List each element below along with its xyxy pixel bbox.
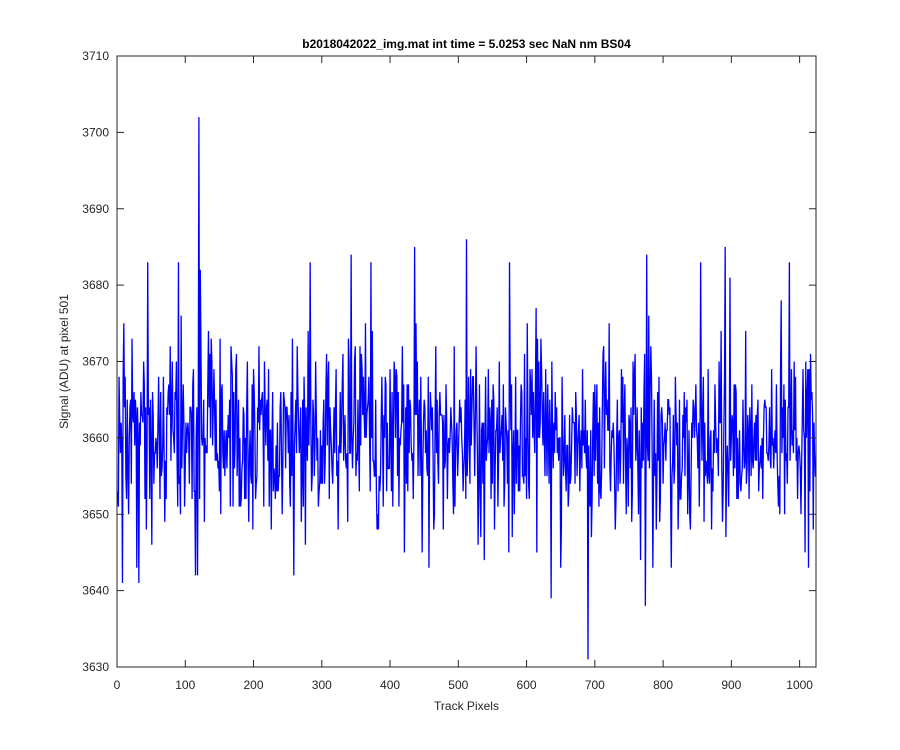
x-tick-label: 300: [312, 678, 332, 692]
y-axis-label: Signal (ADU) at pixel 501: [57, 294, 71, 429]
series-layer: [117, 117, 816, 660]
x-tick-label: 100: [175, 678, 195, 692]
y-tick-label: 3710: [82, 49, 109, 63]
x-tick-label: 1000: [786, 678, 813, 692]
y-tick-label: 3660: [82, 431, 109, 445]
ticks-layer: 0 100 200 300 400 500 600 700 800 900 1000 3630 3640…: [82, 49, 816, 692]
x-tick-label: 900: [721, 678, 741, 692]
x-tick-label: 0: [114, 678, 121, 692]
x-tick-label: 500: [448, 678, 468, 692]
x-tick-label: 800: [653, 678, 673, 692]
y-tick-label: 3690: [82, 202, 109, 216]
y-tick-label: 3640: [82, 584, 109, 598]
x-tick-label: 400: [380, 678, 400, 692]
y-tick-label: 3630: [82, 660, 109, 674]
y-tick-label: 3650: [82, 507, 109, 521]
y-tick-label: 3680: [82, 278, 109, 292]
x-axis-label: Track Pixels: [434, 699, 499, 713]
x-tick-label: 700: [585, 678, 605, 692]
y-tick-label: 3700: [82, 125, 109, 139]
x-tick-label: 600: [517, 678, 537, 692]
x-tick-label: 200: [244, 678, 264, 692]
signal-series-line: [117, 117, 816, 660]
chart-title: b2018042022_img.mat int time = 5.0253 se…: [302, 37, 631, 51]
y-tick-label: 3670: [82, 355, 109, 369]
